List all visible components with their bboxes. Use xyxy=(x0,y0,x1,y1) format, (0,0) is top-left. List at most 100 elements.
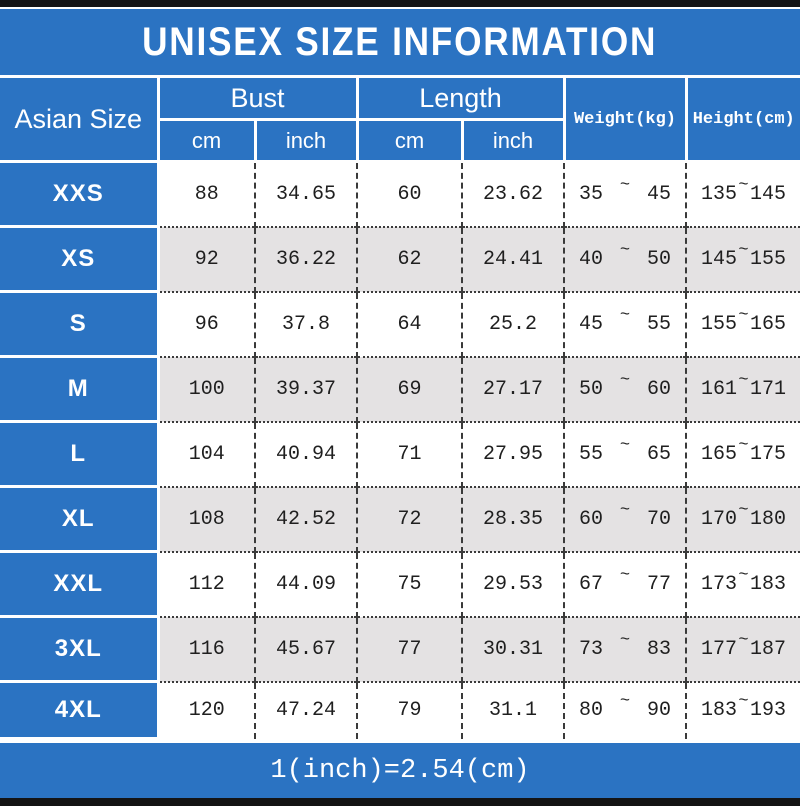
height-range: 155 ~165 xyxy=(685,291,800,358)
bust-inch-value: 39.37 xyxy=(254,356,357,423)
header-bust-inch: inch xyxy=(253,118,359,163)
height-range: 135 ~145 xyxy=(685,161,800,228)
bust-inch-value: 36.22 xyxy=(254,226,357,293)
weight-range: 45 ~55 xyxy=(563,291,686,358)
weight-min: 73 xyxy=(579,637,604,661)
bust-cm-value: 96 xyxy=(158,291,255,358)
bust-cm-value: 100 xyxy=(158,356,255,423)
weight-max: 90 xyxy=(646,699,671,722)
table-row: M 100 39.37 69 27.17 50 ~60 161 ~171 xyxy=(0,355,800,423)
length-inch-value: 28.35 xyxy=(461,486,564,553)
bust-cm-value: 104 xyxy=(158,421,255,488)
height-max: 175 xyxy=(749,442,786,466)
length-inch-value: 23.62 xyxy=(461,161,564,228)
weight-range: 73 ~83 xyxy=(563,616,686,683)
weight-min: 60 xyxy=(579,507,604,531)
length-cm-value: 77 xyxy=(356,616,462,683)
size-label: XXL xyxy=(0,550,160,618)
weight-range: 67 ~77 xyxy=(563,551,686,618)
weight-range: 60 ~70 xyxy=(563,486,686,553)
height-min: 155 xyxy=(701,312,738,336)
weight-max: 50 xyxy=(646,247,671,271)
length-inch-value: 30.31 xyxy=(461,616,564,683)
length-inch-value: 27.95 xyxy=(461,421,564,488)
header-length-cm: cm xyxy=(355,118,464,163)
footer-band: 1(inch)=2.54(cm) xyxy=(0,740,800,798)
weight-max: 60 xyxy=(646,377,671,401)
height-range: 145 ~155 xyxy=(685,226,800,293)
weight-min: 80 xyxy=(579,699,604,722)
weight-max: 65 xyxy=(646,442,671,466)
height-min: 135 xyxy=(701,182,738,206)
tilde-symbol: ~ xyxy=(619,630,631,650)
bust-inch-value: 47.24 xyxy=(254,681,357,739)
bust-cm-value: 112 xyxy=(158,551,255,618)
tilde-symbol: ~ xyxy=(619,305,631,325)
tilde-symbol: ~ xyxy=(619,175,631,195)
weight-max: 45 xyxy=(646,182,671,206)
header-height: Height(cm) xyxy=(684,75,800,163)
height-range: 173 ~183 xyxy=(685,551,800,618)
table-row: XL 108 42.52 72 28.35 60 ~70 170 ~180 xyxy=(0,485,800,553)
length-cm-value: 75 xyxy=(356,551,462,618)
tilde-symbol: ~ xyxy=(619,240,631,260)
weight-range: 40 ~50 xyxy=(563,226,686,293)
bust-cm-value: 92 xyxy=(158,226,255,293)
bottom-black-bar xyxy=(0,798,800,806)
length-inch-value: 25.2 xyxy=(461,291,564,358)
table-row: L 104 40.94 71 27.95 55 ~65 165 ~175 xyxy=(0,420,800,488)
weight-min: 40 xyxy=(579,247,604,271)
weight-min: 35 xyxy=(579,182,604,206)
table-row: XXL 112 44.09 75 29.53 67 ~77 173 ~183 xyxy=(0,550,800,618)
table-header: Asian Size Bust Length Weight(kg) Height… xyxy=(0,75,800,163)
length-cm-value: 62 xyxy=(356,226,462,293)
length-cm-value: 64 xyxy=(356,291,462,358)
height-max: 180 xyxy=(749,507,786,531)
size-label: XXS xyxy=(0,160,160,228)
bust-inch-value: 42.52 xyxy=(254,486,357,553)
tilde-symbol: ~ xyxy=(738,630,749,650)
header-length-inch: inch xyxy=(460,118,566,163)
header-bust: Bust xyxy=(156,75,359,121)
table-row: XS 92 36.22 62 24.41 40 ~50 145 ~155 xyxy=(0,225,800,293)
bust-inch-value: 44.09 xyxy=(254,551,357,618)
height-min: 161 xyxy=(701,377,738,401)
weight-min: 45 xyxy=(579,312,604,336)
bust-cm-value: 88 xyxy=(158,161,255,228)
tilde-symbol: ~ xyxy=(619,435,631,455)
bust-cm-value: 120 xyxy=(188,699,225,722)
height-range: 183 ~193 xyxy=(685,681,800,739)
weight-min: 67 xyxy=(579,572,604,596)
tilde-symbol: ~ xyxy=(738,370,749,390)
weight-max: 77 xyxy=(646,572,671,596)
height-min: 177 xyxy=(701,637,738,661)
conversion-note: 1(inch)=2.54(cm) xyxy=(270,755,530,786)
tilde-symbol: ~ xyxy=(738,175,749,195)
bust-inch-value: 37.8 xyxy=(254,291,357,358)
height-min: 170 xyxy=(701,507,738,531)
length-cm-value: 60 xyxy=(356,161,462,228)
bust-cm-value: 108 xyxy=(158,486,255,553)
tilde-symbol: ~ xyxy=(619,500,631,520)
height-range: 170 ~180 xyxy=(685,486,800,553)
weight-min: 55 xyxy=(579,442,604,466)
tilde-symbol: ~ xyxy=(738,565,749,585)
height-range: 161 ~171 xyxy=(685,356,800,423)
header-bust-cm: cm xyxy=(156,118,257,163)
bust-cm-value: 116 xyxy=(158,616,255,683)
length-cm-value: 69 xyxy=(356,356,462,423)
height-max: 165 xyxy=(749,312,786,336)
size-chart-table: Asian Size Bust Length Weight(kg) Height… xyxy=(0,75,800,740)
height-range: 177 ~187 xyxy=(685,616,800,683)
length-inch-value: 29.53 xyxy=(461,551,564,618)
weight-range: 55 ~65 xyxy=(563,421,686,488)
height-range: 165 ~175 xyxy=(685,421,800,488)
height-min: 183 xyxy=(701,699,738,722)
height-max: 187 xyxy=(749,637,786,661)
page-title: UNISEX SIZE INFORMATION xyxy=(142,19,658,64)
length-cm-value: 79 xyxy=(356,681,462,739)
weight-max: 70 xyxy=(646,507,671,531)
bust-inch-value: 45.67 xyxy=(254,616,357,683)
height-min: 145 xyxy=(701,247,738,271)
table-row: 3XL 116 45.67 77 30.31 73 ~83 177 ~187 xyxy=(0,615,800,683)
